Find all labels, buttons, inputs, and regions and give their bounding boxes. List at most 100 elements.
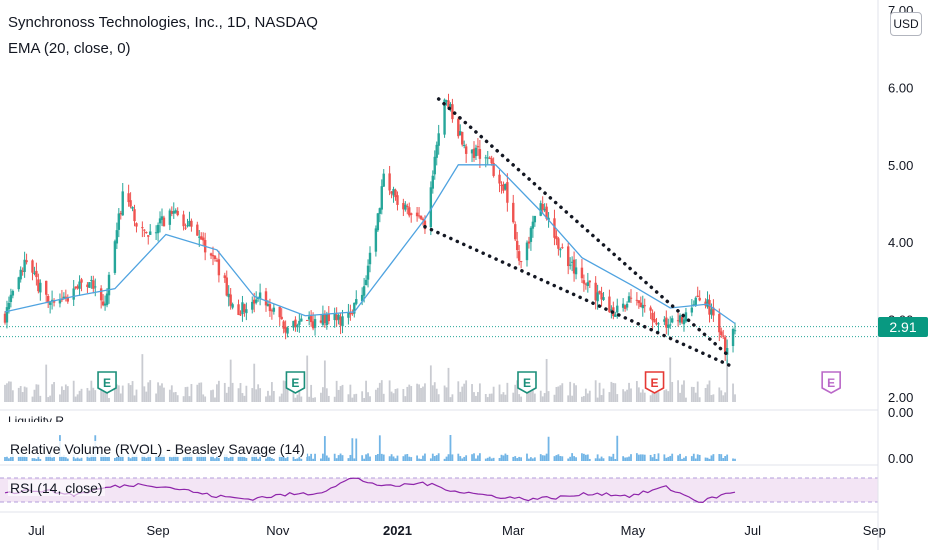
rvol-bar [149, 455, 152, 461]
earnings-marker[interactable]: E [517, 371, 537, 394]
rvol-bar [369, 456, 371, 461]
earnings-badge[interactable] [517, 371, 537, 394]
trendlines[interactable] [423, 97, 733, 368]
time-axis[interactable]: Jul Sep Nov 2021 Mar May Jul Sep [28, 523, 886, 538]
candle-body [720, 331, 723, 336]
rvol-bar [284, 458, 287, 461]
candle-body [347, 312, 350, 318]
volume-bar [278, 396, 281, 402]
volume-bar [282, 380, 285, 402]
earnings-marker[interactable]: E [644, 371, 665, 394]
candle-body [533, 215, 537, 223]
candle-body [639, 302, 643, 308]
rsi-legend[interactable]: RSI (14, close) [8, 480, 105, 496]
rvol-bar [402, 456, 405, 461]
rvol-bar [569, 456, 572, 461]
candle-body [313, 319, 317, 328]
ema-legend[interactable]: EMA (20, close, 0) [8, 40, 131, 57]
candle-body [462, 144, 466, 146]
candle-body [696, 295, 699, 297]
volume-bar [80, 388, 83, 402]
volume-bar [186, 386, 189, 402]
rvol-bar [100, 453, 103, 461]
earnings-marker[interactable]: E [97, 371, 117, 394]
rvol-bar [61, 456, 63, 461]
earnings-badge[interactable] [644, 371, 665, 394]
rvol-bar [9, 456, 12, 461]
volume-bar [172, 392, 175, 402]
candle-body [376, 213, 380, 231]
earnings-badge[interactable] [97, 371, 117, 394]
currency-button[interactable]: USD [890, 12, 922, 36]
rvol-bar [447, 454, 450, 461]
rvol-bar [575, 457, 577, 461]
candle-body [665, 317, 668, 328]
earnings-marker[interactable]: E [285, 371, 306, 394]
volume-bar [168, 389, 171, 402]
rvol-bar [223, 454, 226, 461]
rvol-bar [422, 455, 424, 461]
price-axis[interactable]: 7.006.005.004.003.002.00 [888, 3, 913, 405]
volume-bar [90, 380, 93, 402]
earnings-badge[interactable] [821, 371, 841, 394]
volume-bar [143, 386, 146, 402]
trendline[interactable] [423, 224, 733, 368]
candle-body [229, 294, 232, 306]
rvol-bar [718, 454, 721, 461]
candle-body [484, 157, 487, 159]
candle-body [168, 210, 172, 225]
rvol-bar [712, 454, 715, 461]
candle-body [11, 290, 15, 296]
symbol-title[interactable]: Synchronoss Technologies, Inc., 1D, NASD… [8, 14, 318, 31]
trendline[interactable] [436, 97, 729, 357]
rvol-bar [429, 458, 432, 461]
candle-body [353, 302, 356, 314]
earnings-badge[interactable] [285, 371, 306, 394]
candle-body [90, 279, 93, 281]
volume-bar [520, 396, 523, 402]
rvol-bar [92, 455, 95, 461]
candle-body [488, 157, 491, 159]
rvol-bar [484, 458, 487, 461]
candle-body [64, 296, 68, 299]
candle-body [176, 210, 179, 216]
volume-bar [465, 380, 468, 402]
candle-body [643, 305, 646, 307]
candle-body [105, 293, 109, 306]
volume-bar [131, 381, 134, 402]
rvol-bar [133, 456, 136, 461]
rvol-bar [306, 453, 309, 461]
volume-bar [61, 386, 63, 402]
candle-body [512, 202, 515, 223]
volume-bar [582, 396, 585, 402]
candle-body [406, 206, 409, 208]
rvol-bar [500, 454, 503, 461]
candle-body [333, 313, 336, 320]
candle-body [351, 313, 354, 315]
volume-bar [424, 383, 426, 402]
candle-body [722, 335, 725, 337]
earnings-marker[interactable]: E [821, 371, 841, 394]
rvol-bar [543, 455, 546, 461]
candle-body [684, 312, 688, 322]
rvol-bar [292, 454, 295, 461]
rvol-bar [312, 458, 314, 461]
volume-bar [569, 381, 572, 402]
rvol-bar [72, 454, 75, 461]
rvol-bar [694, 458, 697, 461]
last-price-tag: 2.91 [878, 316, 928, 337]
volume-bar [322, 387, 324, 402]
volume-bar [516, 380, 519, 402]
candle-body [278, 306, 281, 318]
candle-body [382, 173, 385, 187]
volume-bar [518, 394, 521, 402]
rvol-bar [119, 455, 122, 461]
liquidity-legend[interactable]: Liquidity R... [8, 414, 75, 422]
price-tick-label: 4.00 [888, 235, 913, 250]
volume-bar [312, 397, 314, 402]
rvol-legend[interactable]: Relative Volume (RVOL) - Beasley Savage … [8, 441, 307, 457]
volume-bar [514, 384, 517, 402]
candle-body [570, 261, 574, 263]
